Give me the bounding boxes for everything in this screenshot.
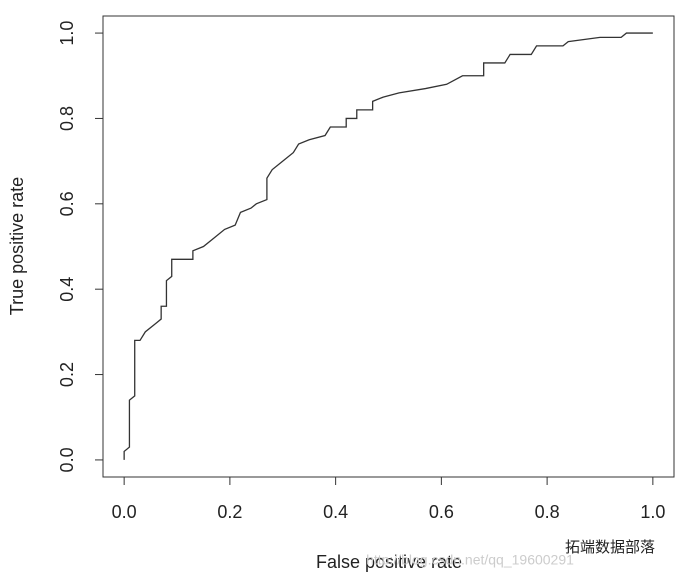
roc-curve — [123, 32, 653, 460]
y-tick-label: 0.8 — [57, 106, 77, 131]
plot-box — [102, 15, 675, 478]
x-tick-label: 0.2 — [217, 502, 242, 522]
x-tick-label: 0.6 — [429, 502, 454, 522]
x-tick-label: 1.0 — [640, 502, 665, 522]
x-tick-label: 0.0 — [112, 502, 137, 522]
watermark-name: 拓端数据部落 — [565, 539, 655, 556]
y-tick-label: 1.0 — [57, 21, 77, 46]
watermark-url: http://blog.csdn.net/qq_19600291 — [366, 552, 574, 568]
x-tick-label: 0.4 — [323, 502, 348, 522]
x-axis-label: False positive rate — [316, 552, 462, 572]
y-axis-label: True positive rate — [7, 177, 27, 315]
y-tick-label: 0.4 — [57, 277, 77, 302]
y-tick-label: 0.6 — [57, 191, 77, 216]
x-tick-label: 0.8 — [535, 502, 560, 522]
y-tick-label: 0.0 — [57, 447, 77, 472]
y-tick-label: 0.2 — [57, 362, 77, 387]
